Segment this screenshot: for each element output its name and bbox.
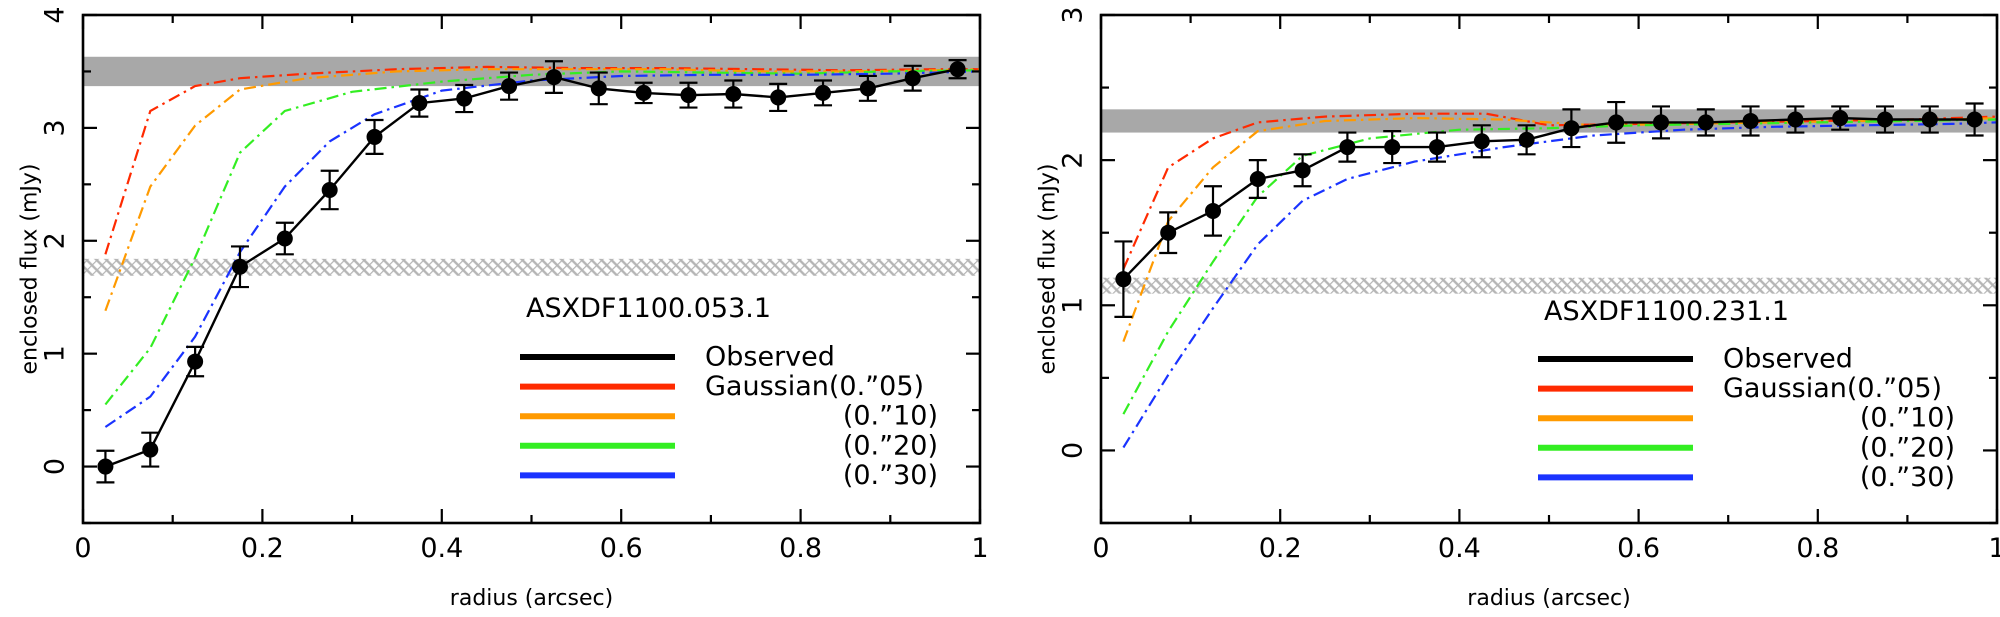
x-axis-label: radius (arcsec) bbox=[450, 586, 613, 611]
x-tick-label: 0.6 bbox=[1617, 533, 1660, 564]
data-point bbox=[1339, 139, 1356, 156]
legend-entry-2: (0.”10) bbox=[1860, 403, 1955, 434]
x-tick-label: 0 bbox=[74, 533, 91, 564]
data-point bbox=[1877, 111, 1893, 128]
legend-entry-3: (0.”20) bbox=[843, 430, 938, 461]
y-tick-label: 2 bbox=[1058, 152, 1089, 169]
series-line-0 bbox=[1122, 112, 1997, 270]
data-point bbox=[321, 181, 338, 198]
x-tick-label: 0.4 bbox=[1438, 533, 1481, 564]
x-tick-label: 0.6 bbox=[600, 533, 643, 564]
data-point bbox=[1473, 133, 1490, 150]
data-point bbox=[411, 95, 428, 112]
data-point bbox=[187, 353, 204, 370]
data-point bbox=[1653, 114, 1669, 131]
y-tick-label: 0 bbox=[40, 458, 71, 475]
data-point bbox=[1697, 114, 1714, 131]
data-point bbox=[1966, 111, 1983, 128]
data-point bbox=[545, 69, 562, 86]
data-point bbox=[635, 84, 652, 101]
data-point bbox=[366, 128, 383, 145]
data-point bbox=[815, 84, 832, 101]
legend-entry-0: Observed bbox=[705, 342, 835, 373]
data-point bbox=[1742, 112, 1759, 129]
x-axis-label: radius (arcsec) bbox=[1467, 586, 1630, 611]
panel-right-chart: 0 0.2 0.4 0.6 0.8 1 0 1 2 3 radius (arcsec) enclose… bbox=[1036, 6, 2000, 611]
x-tick-label: 0.2 bbox=[241, 533, 284, 564]
data-point bbox=[725, 86, 742, 103]
data-point bbox=[1518, 131, 1535, 148]
peak-flux-band bbox=[84, 258, 979, 276]
legend-entry-1: Gaussian(0.”05) bbox=[705, 371, 924, 402]
legend-entry-0: Observed bbox=[1723, 344, 1853, 375]
data-point bbox=[859, 80, 876, 97]
data-point bbox=[1160, 224, 1177, 241]
y-tick-label: 0 bbox=[1058, 442, 1089, 459]
series-line-1 bbox=[104, 68, 980, 312]
data-point bbox=[1294, 162, 1311, 179]
x-tick-label: 0 bbox=[1092, 533, 1109, 564]
panel-left-chart: 0 0.2 0.4 0.6 0.8 1 0 1 2 3 4 radius (arcsec) enclos… bbox=[18, 6, 989, 611]
data-point bbox=[1921, 111, 1938, 128]
x-tick-label: 0.2 bbox=[1259, 533, 1302, 564]
data-point bbox=[590, 80, 607, 97]
data-point bbox=[1608, 114, 1625, 131]
data-point bbox=[1787, 111, 1804, 128]
legend-entry-4: (0.”30) bbox=[843, 460, 938, 491]
y-tick-label: 3 bbox=[1058, 6, 1089, 23]
data-point bbox=[949, 61, 966, 78]
data-point bbox=[97, 458, 114, 475]
data-point bbox=[904, 70, 921, 87]
series-line-3 bbox=[104, 70, 980, 428]
data-point bbox=[142, 441, 159, 458]
x-tick-label: 1 bbox=[971, 533, 988, 564]
data-point bbox=[456, 90, 473, 107]
series-line-3 bbox=[1122, 121, 1997, 449]
data-point bbox=[680, 87, 697, 104]
x-tick-label: 0.4 bbox=[420, 533, 463, 564]
data-point bbox=[1563, 120, 1580, 137]
legend-entry-3: (0.”20) bbox=[1860, 432, 1955, 463]
series-line-0 bbox=[104, 65, 980, 255]
series-line-1 bbox=[1122, 116, 1997, 342]
y-tick-label: 4 bbox=[40, 6, 71, 23]
series-line-2 bbox=[1122, 118, 1997, 415]
x-tick-label: 1 bbox=[1988, 533, 2000, 564]
x-tick-label: 0.8 bbox=[1796, 533, 1839, 564]
legend-entry-1: Gaussian(0.”05) bbox=[1723, 373, 1942, 404]
data-point bbox=[1205, 202, 1221, 219]
data-point bbox=[1832, 110, 1849, 127]
y-tick-label: 1 bbox=[40, 345, 71, 362]
y-tick-label: 1 bbox=[1058, 297, 1089, 314]
data-point bbox=[1115, 271, 1132, 288]
data-point bbox=[1384, 139, 1401, 156]
data-point bbox=[231, 258, 248, 275]
legend-entry-4: (0.”30) bbox=[1860, 462, 1955, 493]
data-point bbox=[501, 78, 518, 95]
legend-title: ASXDF1100.053.1 bbox=[526, 293, 771, 324]
y-tick-label: 3 bbox=[40, 119, 71, 136]
y-axis-label: enclosed flux (mJy) bbox=[1036, 163, 1061, 374]
y-tick-label: 2 bbox=[40, 232, 71, 249]
x-tick-label: 0.8 bbox=[779, 533, 822, 564]
peak-flux-band bbox=[1102, 277, 1996, 294]
legend-title: ASXDF1100.231.1 bbox=[1544, 296, 1789, 327]
data-point bbox=[276, 230, 293, 247]
legend-entry-2: (0.”10) bbox=[843, 401, 938, 432]
data-point bbox=[770, 89, 787, 106]
data-point bbox=[1429, 139, 1445, 156]
y-axis-label: enclosed flux (mJy) bbox=[18, 163, 43, 374]
data-point bbox=[1249, 171, 1266, 188]
series-line-2 bbox=[104, 69, 980, 406]
